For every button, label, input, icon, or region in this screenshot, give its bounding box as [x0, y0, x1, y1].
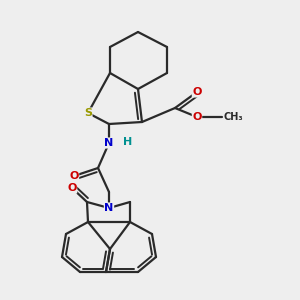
- Text: CH₃: CH₃: [223, 112, 243, 122]
- Text: H: H: [123, 137, 132, 147]
- Text: O: O: [192, 112, 202, 122]
- Text: O: O: [69, 171, 79, 181]
- Text: N: N: [104, 203, 114, 213]
- Text: O: O: [67, 183, 77, 193]
- Text: O: O: [192, 87, 202, 97]
- Text: N: N: [104, 138, 114, 148]
- Text: S: S: [84, 108, 92, 118]
